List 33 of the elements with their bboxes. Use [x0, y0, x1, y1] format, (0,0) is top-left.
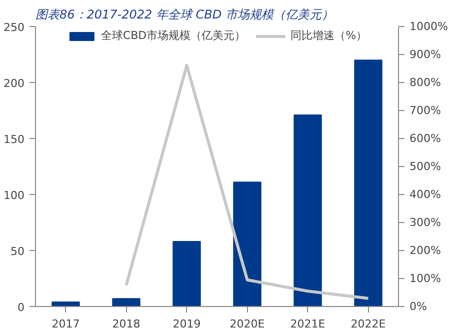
x-tick-label: 2019 [172, 318, 201, 330]
bar [294, 114, 322, 306]
y2-tick-label: 1000% [410, 20, 448, 33]
y-tick-label: 0 [18, 301, 24, 314]
bar [233, 182, 262, 306]
bar [172, 241, 201, 306]
x-tick-label: 2022E [350, 318, 386, 330]
y-tick-label: 150 [4, 133, 25, 146]
bar [52, 302, 80, 306]
y2-tick-label: 700% [410, 104, 441, 117]
y2-tick-label: 400% [410, 188, 441, 201]
y2-tick-label: 100% [410, 272, 441, 285]
y-tick-label: 250 [4, 21, 25, 34]
y2-tick-label: 0% [410, 300, 427, 313]
x-tick-label: 2020E [230, 318, 265, 330]
y2-tick-label: 900% [410, 48, 441, 61]
bar [112, 298, 140, 306]
bar [354, 60, 382, 306]
y-tick-label: 50 [10, 245, 25, 258]
line-series [124, 64, 370, 300]
y-tick-label: 200 [4, 77, 25, 90]
y2-tick-label: 300% [410, 216, 441, 229]
x-tick-label: 2018 [112, 318, 140, 330]
y-tick-label: 100 [4, 189, 25, 202]
legend-label: 全球CBD市场规模（亿美元） [100, 28, 246, 43]
chart-title: 图表86：2017-2022 年全球 CBD 市场规模（亿美元） [36, 8, 334, 22]
x-tick-label: 2021E [290, 318, 326, 330]
y2-tick-label: 600% [410, 132, 441, 145]
x-tick-label: 2017 [52, 318, 80, 330]
legend-label: 同比增速（%） [290, 28, 368, 43]
y2-tick-label: 200% [410, 244, 441, 257]
y2-tick-label: 800% [410, 76, 441, 89]
y2-tick-label: 500% [410, 160, 441, 173]
